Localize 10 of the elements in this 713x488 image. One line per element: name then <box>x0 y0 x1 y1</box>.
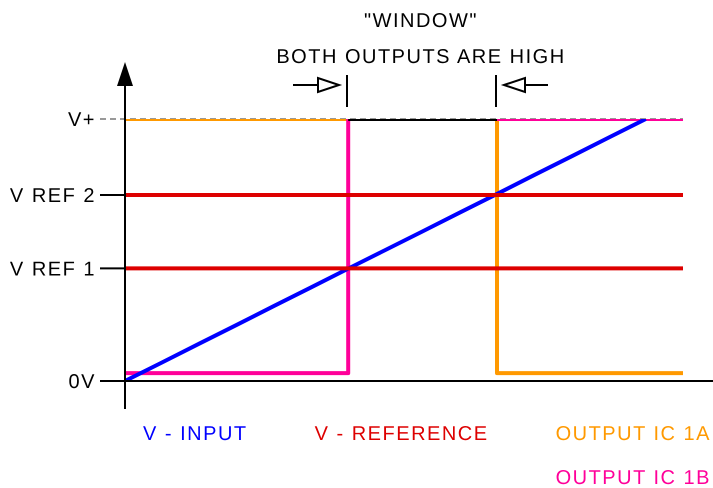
text: V - INPUT <box>143 423 248 445</box>
text: OUTPUT IC 1A <box>556 423 711 445</box>
ref-line-label: V REF 2 <box>10 185 96 208</box>
ref-line-label: 0V <box>68 371 96 394</box>
text: OUTPUT IC 1B <box>556 467 711 488</box>
ref-line-label: V+ <box>68 109 96 132</box>
text: BOTH OUTPUTS ARE HIGH <box>276 46 566 68</box>
ref-line-label: V REF 1 <box>10 258 96 280</box>
text: "WINDOW" <box>364 10 478 32</box>
text: V - REFERENCE <box>314 423 489 445</box>
